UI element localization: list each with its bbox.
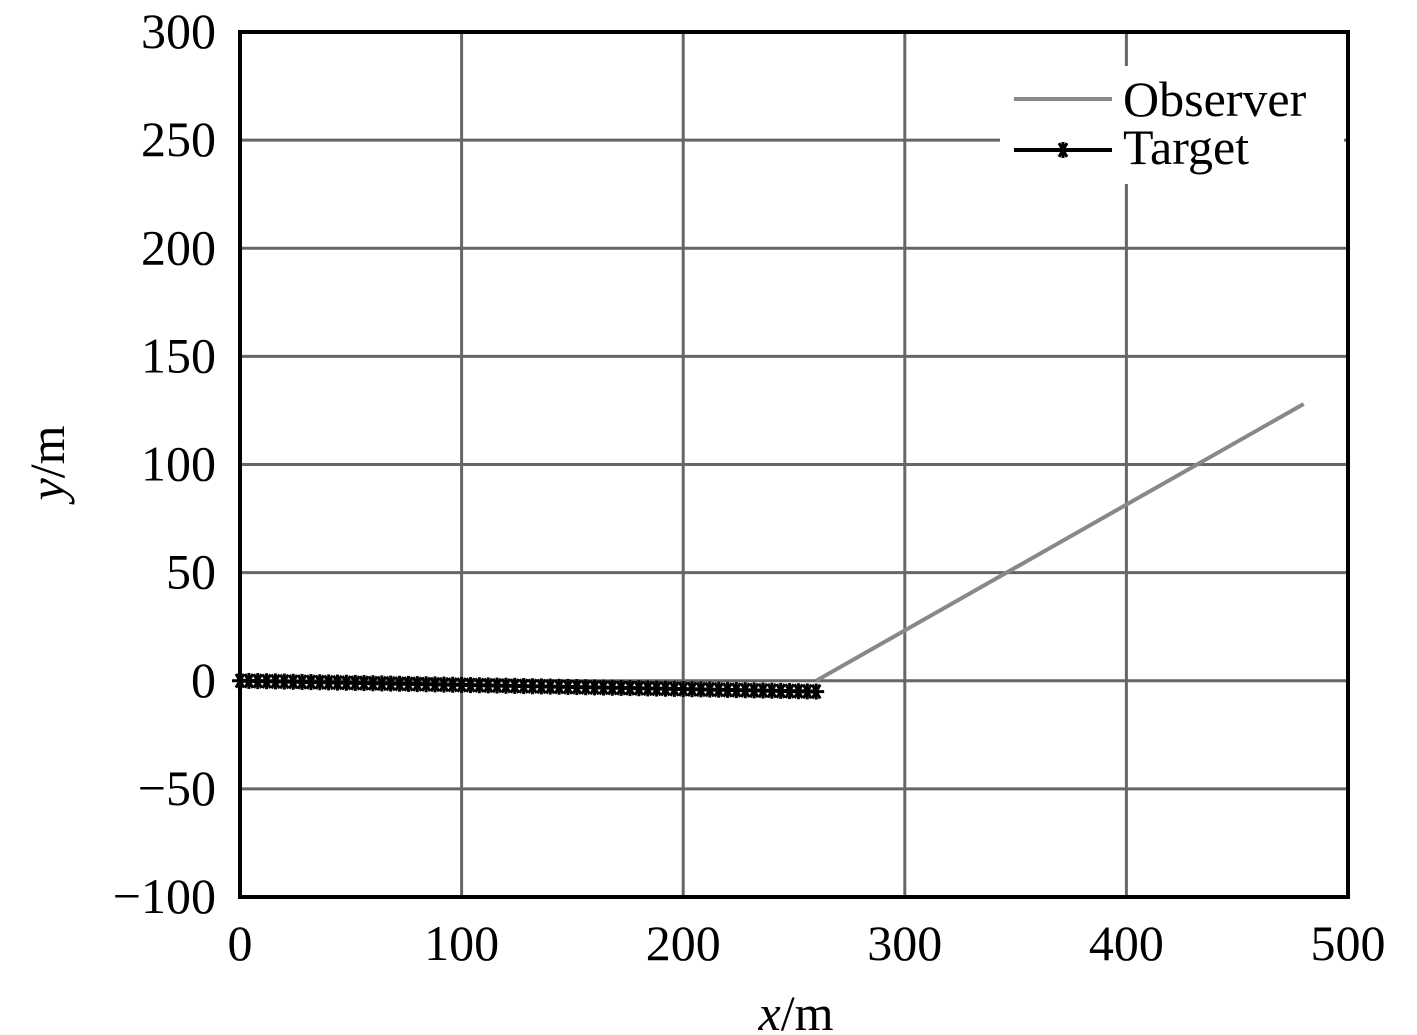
- y-tick-label: 250: [141, 111, 216, 167]
- target-marker: [427, 676, 444, 693]
- x-axis-label: x/m: [758, 985, 834, 1035]
- target-marker: [249, 673, 266, 690]
- y-tick-label: 100: [141, 436, 216, 492]
- legend-target-asterisk: [1055, 142, 1071, 158]
- y-tick-labels: −100 −50 0 50 100 150 200 250 300: [113, 3, 216, 924]
- x-tick-label: 200: [646, 915, 721, 971]
- y-tick-label: 200: [141, 219, 216, 275]
- y-tick-label: 0: [191, 652, 216, 708]
- target-marker: [462, 677, 479, 694]
- x-tick-label: 300: [867, 915, 942, 971]
- plot-area: [232, 402, 1305, 700]
- target-marker: [675, 681, 692, 698]
- axes-box: [238, 30, 1350, 899]
- y-tick-label: 50: [166, 544, 216, 600]
- y-axis-label: y/m: [19, 425, 75, 505]
- legend-background: [1000, 66, 1344, 184]
- y-tick-label: −100: [113, 868, 216, 924]
- target-marker: [799, 683, 816, 700]
- target-marker: [595, 679, 612, 696]
- legend-target-marker: [1055, 142, 1071, 158]
- y-tick-label: −50: [138, 760, 216, 816]
- x-tick-labels: 0 100 200 300 400 500: [228, 915, 1386, 971]
- target-marker: [622, 680, 639, 697]
- y-axis-var: y: [19, 478, 75, 506]
- target-marker: [471, 677, 488, 694]
- y-axis-unit: /m: [19, 425, 75, 478]
- x-tick-label: 100: [424, 915, 499, 971]
- target-marker: [630, 680, 647, 697]
- y-tick-label: 150: [141, 327, 216, 383]
- legend-observer-label: Observer: [1123, 71, 1307, 127]
- target-marker: [489, 677, 506, 694]
- x-tick-label: 0: [228, 915, 253, 971]
- legend: Observer Target: [1000, 66, 1344, 184]
- y-tick-label: 300: [141, 3, 216, 59]
- x-axis-var: x: [758, 985, 781, 1035]
- target-marker: [311, 674, 328, 691]
- target-marker: [808, 683, 825, 700]
- observer-line: [815, 402, 1305, 683]
- x-tick-label: 500: [1311, 915, 1386, 971]
- x-axis-unit: /m: [781, 985, 834, 1035]
- target-marker: [728, 682, 745, 699]
- x-tick-label: 400: [1089, 915, 1164, 971]
- legend-target-label: Target: [1123, 119, 1249, 175]
